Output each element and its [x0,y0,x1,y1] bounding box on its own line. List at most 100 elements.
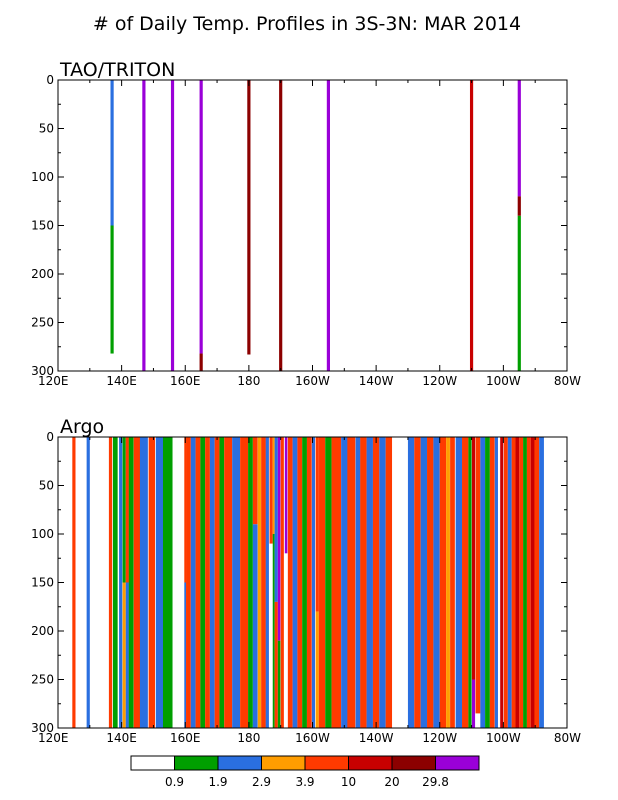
profile-bar [519,437,524,728]
profile-bar [414,437,421,728]
profile-bar [530,437,535,728]
profile-bar [347,437,356,728]
y-tick-label: 300 [31,364,54,378]
profile-bar [195,437,201,728]
colorbar-swatch [435,755,480,771]
y-tick-label: 50 [39,479,54,493]
profile-bar [507,437,512,728]
profile-bar [534,437,540,728]
argo-panel: Argo 120E 140E 160E 180 160W 140W 120W 100W 80W 0 5… [31,416,581,745]
profile-bar [133,437,141,728]
profile-bar [297,437,303,728]
colorbar-label: 10 [341,775,356,789]
profile-bar [494,437,498,728]
profile-bar [184,582,187,728]
profile-bar [122,582,126,728]
profile-bar [72,437,76,728]
profile-bar [119,437,123,728]
x-tick-label: 160E [170,374,201,388]
profile-bar [325,437,332,728]
profile-bar [277,640,281,728]
profile-bar [433,437,440,728]
profile-bar [372,437,380,728]
profile-bar [500,437,504,728]
profile-bar [252,437,258,525]
profile-bar [277,437,281,641]
profile-bar [407,437,415,728]
y-tick-label: 250 [31,316,54,330]
x-tick-label: 180 [237,374,260,388]
profile-bar [248,437,253,728]
x-tick-label: 160E [170,731,201,745]
profile-bar [485,437,490,728]
colorbar-swatch [130,755,175,771]
profile-bar [257,437,261,728]
profile-bar [471,679,476,728]
colorbar-swatch [174,755,219,771]
profile-bar [526,437,531,728]
colorbar-swatch [348,755,393,771]
profile-bar [108,437,113,728]
colorbar-swatch [261,755,306,771]
profile-bar [279,80,283,371]
profile-bar [128,437,134,728]
profile-bar [155,437,164,728]
x-tick-label: 100W [486,731,521,745]
profile-bar [186,437,191,728]
profile-bar [110,225,114,354]
plot-frame [57,79,568,372]
colorbar: 0.9 1.9 2.9 3.9 10 20 29.8 [130,755,480,789]
x-tick-label: 140W [359,374,394,388]
profile-bar [504,437,508,728]
profile-bar [269,437,273,544]
profile-bar [468,437,472,728]
profile-bar [517,215,521,371]
profile-bar [455,437,463,728]
profile-bar [341,437,348,728]
profile-bar [232,437,241,728]
y-tick-label: 100 [31,527,54,541]
profile-bar [515,437,520,728]
y-tick-label: 200 [31,624,54,638]
profile-bar [272,437,275,534]
profile-bar [475,437,481,714]
y-tick-label: 100 [31,170,54,184]
profile-bar [200,437,206,728]
profile-bar [199,80,203,354]
profile-bar [280,437,284,728]
y-tick-label: 150 [31,219,54,233]
y-tick-label: 0 [46,430,54,444]
profile-bar [274,601,278,728]
y-tick-label: 300 [31,721,54,735]
profile-bar [450,437,455,728]
profile-bar [125,437,129,583]
profile-bar [284,437,288,554]
profile-bar [517,80,521,197]
profile-bar [475,713,481,728]
profile-bar [205,437,210,728]
colorbar-label: 1.9 [208,775,227,789]
colorbar-label: 29.8 [422,775,449,789]
profile-bar [162,437,173,728]
profile-bar [219,437,225,728]
profile-bar [311,437,316,728]
profile-bar [462,437,469,728]
x-tick-label: 120E [38,374,69,388]
x-tick-label: 80W [554,374,581,388]
colorbar-label: 20 [384,775,399,789]
profile-bar [122,437,126,583]
profile-bar [86,437,90,728]
profile-bar [112,437,118,728]
profile-bar [315,611,319,728]
profile-bar [125,582,129,728]
profile-bar [170,80,175,371]
profile-bar [315,437,319,612]
profile-bar [366,437,373,728]
profile-bar [471,437,476,680]
profile-bar [379,437,386,728]
profile-bar [523,437,527,728]
profile-bar [214,437,220,728]
colorbar-label: 0.9 [165,775,184,789]
tao-triton-panel: TAO/TRITON 120E 140E 160E 180 160W 140W 120W 100… [31,59,581,388]
colorbar-swatch [217,755,262,771]
